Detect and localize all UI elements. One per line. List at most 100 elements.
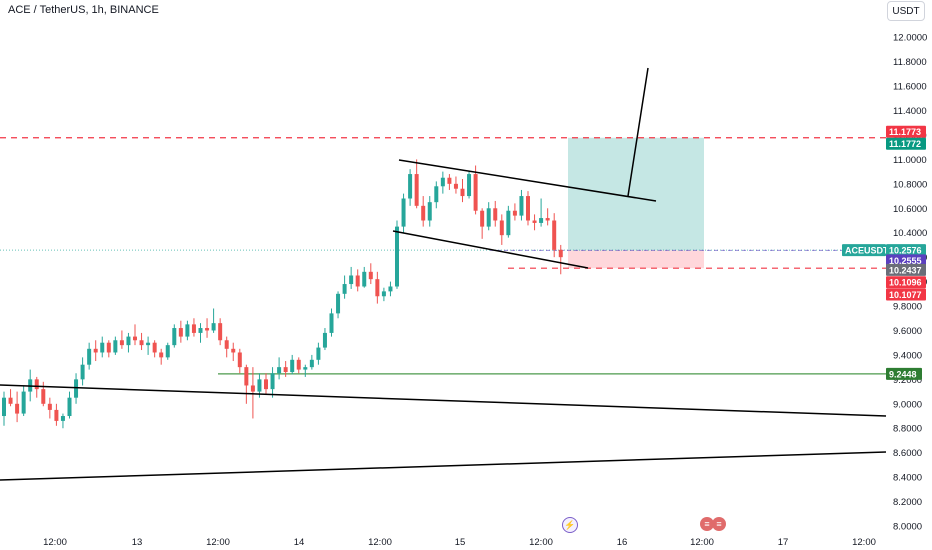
candle (100, 336, 105, 358)
candle-body (165, 345, 170, 358)
candle-body (440, 177, 445, 187)
loss-zone (568, 250, 704, 269)
price-label-bg (886, 254, 926, 267)
candle (539, 198, 544, 227)
price-labels: 11.1773 11.1772 ACEUSDT 10.257610.255510.24… (842, 125, 926, 380)
candle (41, 381, 46, 407)
price-label-text: 10.1077 (889, 290, 922, 300)
candle (545, 208, 550, 226)
candle-body (257, 379, 262, 392)
candle (460, 178, 465, 203)
candle (146, 336, 151, 355)
y-tick-label: 8.4000 (893, 473, 922, 484)
candle (362, 266, 367, 288)
candle-body (8, 397, 13, 404)
candle-body (480, 210, 485, 227)
price-axis: 12.000011.800011.600011.400011.200011.00… (893, 33, 927, 533)
candle-body (532, 220, 537, 223)
candle-body (146, 342, 151, 346)
candle (133, 324, 137, 346)
candle (408, 169, 413, 206)
x-tick-label: 12:00 (206, 537, 230, 548)
y-tick-label: 10.4000 (893, 228, 927, 239)
candle-body (322, 332, 327, 348)
price-label: 10.1096 (886, 276, 926, 289)
candle-body (381, 291, 386, 297)
candle (87, 342, 92, 370)
x-tick-label: 12:00 (529, 537, 553, 548)
flag-icon[interactable]: ≡ (712, 517, 726, 531)
price-label-bg (886, 276, 926, 289)
candle (388, 281, 393, 297)
candle (434, 181, 439, 209)
candle (277, 357, 282, 380)
candle (440, 171, 445, 194)
candle-body (185, 324, 190, 337)
candle (264, 373, 268, 395)
candle (60, 413, 65, 429)
price-label-text: 9.2448 (889, 369, 917, 379)
candle-body (126, 336, 131, 346)
candle-body (401, 198, 406, 227)
candle (290, 354, 295, 375)
x-tick-label: 13 (132, 537, 143, 548)
price-label-bg (886, 137, 926, 150)
candle-body (408, 174, 413, 199)
candle-body (460, 188, 465, 197)
candle-body (119, 340, 124, 346)
candle-body (467, 174, 472, 197)
candle (283, 361, 288, 377)
currency-button[interactable]: USDT (887, 1, 925, 21)
candle-body (427, 202, 432, 221)
price-label-bg (886, 367, 922, 380)
candle-body (539, 218, 544, 223)
flag-icon[interactable]: ≡ (700, 517, 714, 531)
candle-body (493, 208, 498, 221)
price-label: 10.2437 (886, 263, 926, 276)
candle (178, 320, 183, 343)
y-tick-label: 11.6000 (893, 82, 927, 93)
y-tick-label: 9.2000 (893, 375, 922, 386)
candle (414, 159, 419, 209)
candle (375, 271, 380, 304)
candle-body (34, 379, 39, 390)
candle-body (60, 416, 65, 421)
x-tick-label: 12:00 (852, 537, 876, 548)
candle (54, 403, 59, 426)
candle-body (139, 340, 144, 346)
x-tick-label: 16 (617, 537, 628, 548)
candle-body (388, 286, 393, 292)
y-tick-label: 10.8000 (893, 179, 927, 190)
candle-body (453, 183, 458, 189)
candle (270, 367, 275, 398)
candle (480, 208, 485, 239)
candle-body (74, 379, 79, 398)
candle (336, 291, 341, 319)
candle-body (362, 271, 367, 287)
candle-body (264, 379, 268, 390)
candle (368, 263, 373, 285)
lightning-icon[interactable]: ⚡ (562, 517, 578, 533)
candle (211, 308, 216, 333)
y-tick-label: 8.2000 (893, 497, 922, 508)
candle-body (375, 279, 380, 297)
trendline (0, 384, 887, 417)
candle (309, 354, 314, 370)
candle-body (277, 367, 282, 374)
candle-body (93, 348, 98, 353)
price-label: 10.2555 (886, 254, 926, 267)
candle (198, 323, 203, 343)
candle (493, 200, 498, 227)
trendline (0, 451, 887, 481)
symbol-title: ACE / TetherUS, 1h, BINANCE (8, 4, 159, 16)
trendlines (0, 67, 887, 481)
candle (453, 176, 458, 194)
price-label: 11.1773 (886, 125, 926, 138)
candle (316, 342, 321, 365)
price-label: 10.2576 (886, 244, 926, 257)
price-label-bg (886, 288, 926, 301)
candle-body (336, 293, 341, 314)
candle-body (237, 352, 242, 368)
trendline (392, 230, 589, 269)
